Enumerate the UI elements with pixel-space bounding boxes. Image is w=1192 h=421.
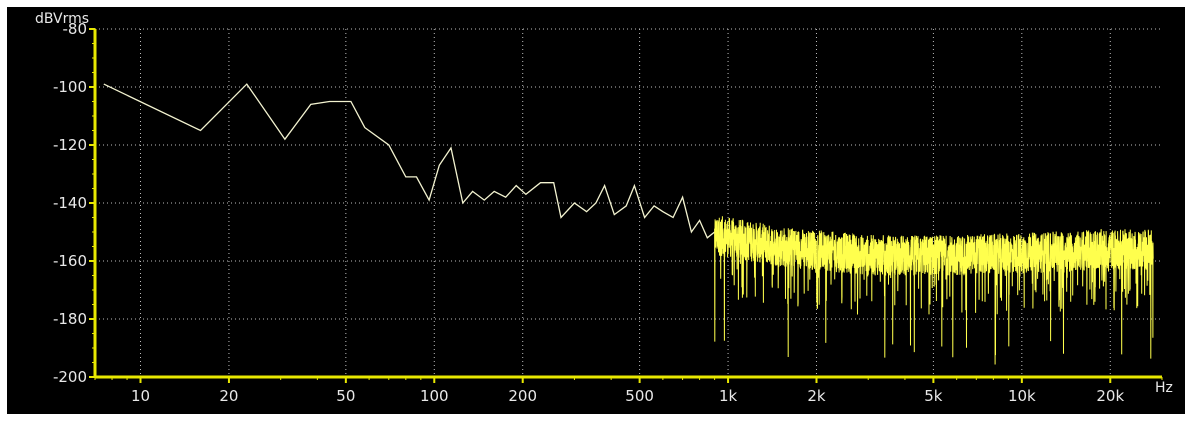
tick-layer: -80 -100 -120 -140 -160 -180 -200 10 20 50 100 200 5…	[53, 20, 1163, 405]
x-tick-label: 1k	[719, 387, 738, 405]
x-axis-unit-label: Hz	[1155, 380, 1173, 396]
grid-layer	[95, 28, 1162, 377]
x-tick-label: 2k	[807, 387, 826, 405]
y-tick-label: -140	[53, 194, 87, 212]
y-tick-label: -160	[53, 252, 87, 270]
y-tick-label: -200	[53, 368, 87, 386]
x-tick-label: 20k	[1096, 387, 1124, 405]
spectrum-trace-noise	[714, 216, 1154, 365]
y-tick-label: -100	[53, 78, 87, 96]
trace-layer	[103, 83, 1154, 365]
spectrum-plot-area: -80 -100 -120 -140 -160 -180 -200 10 20 50 100 200 5…	[35, 11, 1173, 405]
x-tick-label: 100	[420, 387, 449, 405]
y-axis-unit-label: dBVrms	[35, 11, 89, 27]
y-tick-label: -180	[53, 310, 87, 328]
x-tick-label: 200	[508, 387, 537, 405]
x-tick-label: 10	[131, 387, 150, 405]
x-tick-label: 10k	[1008, 387, 1036, 405]
spectrum-trace-low	[103, 83, 716, 239]
x-tick-label: 50	[336, 387, 355, 405]
x-tick-label: 5k	[924, 387, 943, 405]
y-tick-label: -120	[53, 136, 87, 154]
x-tick-label: 500	[625, 387, 654, 405]
y-tick-label: -80	[63, 20, 88, 38]
x-tick-label: 20	[219, 387, 238, 405]
